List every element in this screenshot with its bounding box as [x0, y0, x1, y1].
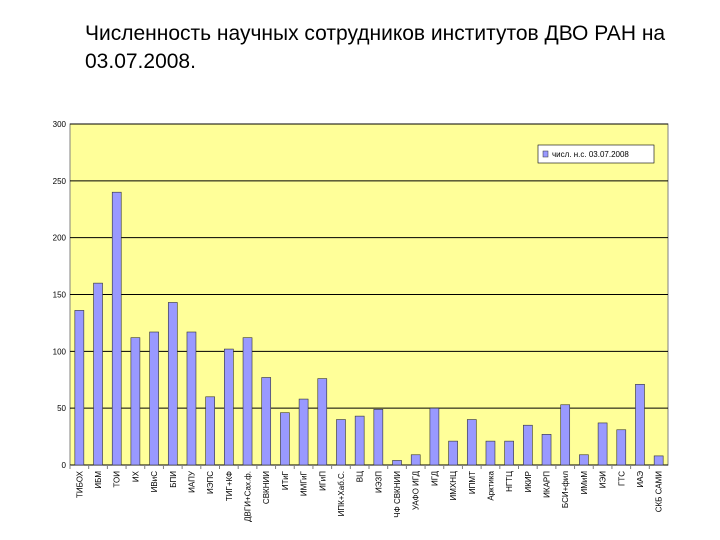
x-tick-label: ИЭПС [206, 471, 215, 494]
bar [635, 383, 645, 466]
x-tick-label: ТИБОХ [75, 470, 84, 498]
y-tick-label: 250 [53, 177, 67, 186]
bar [224, 348, 234, 466]
bar [541, 434, 552, 466]
bar [560, 404, 571, 466]
y-tick-label: 300 [53, 120, 67, 129]
bar [410, 454, 421, 466]
bar [653, 455, 664, 466]
x-tick-label: ИАЭ [636, 471, 645, 488]
x-tick-label: ИЭИ [599, 471, 608, 489]
x-tick-label: ИКИР [524, 471, 533, 493]
x-tick-label: ИХ [131, 470, 140, 482]
bar [242, 337, 253, 466]
bar [261, 377, 272, 466]
x-tick-label: ИТиГ [281, 470, 290, 490]
bar [317, 378, 328, 466]
bar [579, 454, 589, 466]
x-tick-label: ИМХНЦ [449, 471, 458, 501]
y-tick-label: 100 [53, 347, 67, 356]
x-tick-label: ИМиМ [580, 471, 589, 495]
x-tick-label: ИБМ [94, 471, 103, 489]
x-tick-label: НГТЦ [505, 471, 514, 492]
x-tick-label: ГТС [617, 471, 626, 486]
x-tick-label: ИЭЗП [374, 471, 383, 493]
bar [111, 191, 122, 466]
bar [205, 396, 215, 466]
x-tick-label: ИГиП [318, 471, 327, 491]
bar [485, 440, 496, 466]
legend-swatch [542, 150, 549, 158]
bar [336, 419, 346, 466]
bar [298, 398, 309, 466]
bar [429, 407, 440, 466]
x-tick-label: ИКАРП [543, 471, 552, 498]
x-tick-label: ИПК+Хаб.С. [337, 471, 346, 516]
bar [504, 440, 514, 466]
x-tick-label: ЧФ СВКНИИ [393, 471, 402, 518]
bar [93, 282, 103, 466]
x-tick-label: ИАПУ [187, 470, 196, 493]
bar [149, 331, 159, 466]
bar [130, 337, 141, 466]
x-tick-label: УАФО ИГД [412, 470, 421, 510]
x-tick-label: БСИ+фил [561, 471, 570, 508]
x-tick-label: СВКНИИ [262, 471, 271, 504]
x-tick-label: ИГД [430, 470, 439, 486]
bar [466, 419, 477, 466]
x-tick-label: ИПМТ [468, 471, 477, 494]
bar [280, 412, 290, 466]
legend-box [537, 144, 655, 164]
bar [354, 415, 365, 466]
y-tick-label: 0 [62, 461, 67, 470]
x-tick-label: ИВиС [150, 471, 159, 493]
y-tick-label: 150 [53, 291, 67, 300]
bar [186, 331, 197, 466]
bar [74, 310, 85, 466]
x-tick-label: ТИГ+КФ [225, 471, 234, 501]
y-tick-label: 200 [53, 234, 67, 243]
y-tick-label: 50 [57, 404, 66, 413]
legend-label: числ. н.с. 03.07.2008 [552, 150, 629, 159]
x-tick-label: ВЦ [356, 471, 365, 482]
bar [448, 440, 458, 466]
x-tick-label: ДВГИ+Сах.ф. [244, 471, 253, 522]
bar [597, 422, 608, 466]
bar [392, 460, 402, 466]
x-tick-label: Арктика [486, 470, 495, 500]
x-tick-label: СКБ САМИ [655, 471, 664, 513]
bar [616, 429, 627, 466]
chart-title: Численность научных сотрудников институт… [85, 22, 666, 73]
x-tick-label: БПИ [169, 471, 178, 488]
x-tick-label: ИМГиГ [300, 470, 309, 496]
bar [523, 424, 533, 466]
x-tick-label: ТОИ [113, 471, 122, 488]
bar [373, 409, 384, 466]
bar [167, 302, 178, 466]
